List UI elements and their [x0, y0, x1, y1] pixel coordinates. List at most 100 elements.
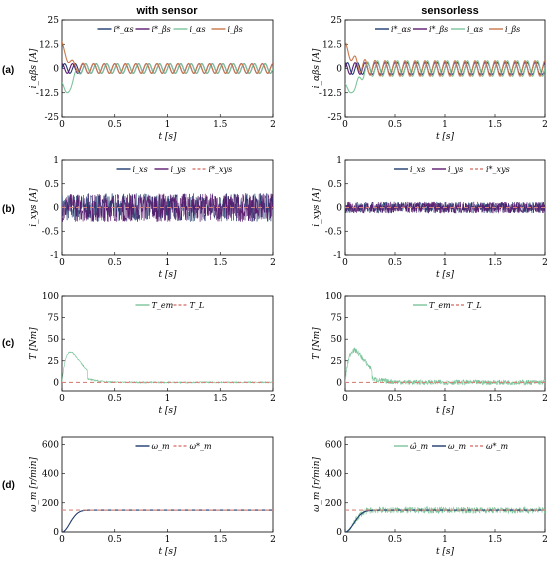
- legend-entry: i_ys: [171, 165, 186, 174]
- panel-d-with-sensor: 0 0.5 1 1.5 2 600 400 200 0 t [s] ω_m [r/min] ω_m ω*…: [29, 436, 276, 557]
- row-label-a: (a): [2, 65, 14, 76]
- y-tick-label: -0.5: [325, 227, 343, 237]
- x-tick-label: 0.5: [108, 394, 123, 404]
- x-axis-label: t [s]: [436, 270, 455, 280]
- y-axis-label: ω_m [r/min]: [312, 457, 322, 512]
- legend-entry: i*_αs: [391, 25, 411, 34]
- x-tick-label: 2: [542, 120, 548, 130]
- plot-area: [61, 295, 274, 392]
- series-group: [62, 192, 273, 222]
- x-tick-label: 2: [542, 258, 548, 268]
- x-tick-label: 2: [270, 120, 276, 130]
- panel-a-sensorless: 0 0.5 1 1.5 2 25 12.5 0 -12.5 -25 t [s] i_αβs [A] i*…: [312, 16, 548, 142]
- x-tick-label: 1.5: [213, 535, 228, 545]
- y-tick-label: -0.5: [42, 227, 60, 237]
- legend-entry: i_αs: [467, 25, 483, 34]
- x-tick-label: 2: [270, 258, 276, 268]
- y-axis-label: i_αβs [A]: [29, 48, 39, 88]
- y-tick-label: 100: [325, 292, 342, 302]
- series-group: [345, 505, 545, 532]
- panel-c-sensorless: 0 0.5 1 1.5 2 100 75 50 25 0 t [s] T [Nm] T_em T_L: [312, 292, 548, 416]
- x-tick-label: 1: [165, 120, 171, 130]
- legend-entry: i_ys: [448, 165, 463, 174]
- panels: 0 0.5 1 1.5 2 25 12.5 0 -12.5 -25 t [s] i_αβs [A] i*…: [29, 16, 548, 557]
- series-line: [345, 41, 545, 77]
- y-tick-label: 100: [42, 292, 59, 302]
- column-title-with-sensor: with sensor: [135, 5, 198, 17]
- x-axis-label: t [s]: [158, 547, 177, 557]
- y-tick-label: 12.5: [39, 40, 59, 50]
- x-tick-label: 1.5: [488, 258, 503, 268]
- column-title-sensorless: sensorless: [421, 5, 478, 17]
- y-tick-label: 50: [48, 335, 60, 345]
- y-axis-label: T [Nm]: [29, 327, 39, 360]
- legend-entry: T_em: [152, 301, 174, 310]
- series-line: [345, 201, 545, 214]
- legend-entry: ω_m: [152, 442, 171, 451]
- y-tick-label: 400: [325, 470, 342, 480]
- x-tick-label: 1: [442, 258, 448, 268]
- y-tick-label: 25: [48, 357, 60, 367]
- panel-c-with-sensor: 0 0.5 1 1.5 2 100 75 50 25 0 t [s] T [Nm] T_em T_L: [29, 292, 276, 416]
- y-tick-label: 0: [53, 528, 59, 538]
- x-axis-label: t [s]: [436, 406, 455, 416]
- plot-area: [344, 436, 546, 533]
- legend-entry: i_αs: [190, 25, 206, 34]
- x-tick-label: 1: [442, 535, 448, 545]
- x-tick-label: 1.5: [488, 394, 503, 404]
- plot-area: [61, 436, 274, 533]
- y-tick-label: 0: [336, 65, 342, 75]
- x-tick-label: 0: [59, 394, 65, 404]
- x-tick-label: 0: [342, 258, 348, 268]
- y-tick-label: 50: [331, 335, 343, 345]
- legend-entry: i*_αs: [114, 25, 134, 34]
- y-tick-label: -1: [333, 251, 342, 261]
- legend-entry: T_L: [467, 301, 482, 310]
- x-tick-label: 2: [270, 535, 276, 545]
- y-tick-label: 75: [331, 314, 343, 324]
- y-tick-label: 0: [53, 65, 59, 75]
- legend-entry: i*_βs: [152, 25, 171, 34]
- y-tick-label: 600: [325, 440, 342, 450]
- x-tick-label: 2: [270, 394, 276, 404]
- y-tick-label: 600: [42, 440, 59, 450]
- x-axis-label: t [s]: [158, 270, 177, 280]
- y-axis-label: ω_m [r/min]: [29, 457, 39, 512]
- legend-entry: ω_m: [448, 442, 467, 451]
- legend-entry: ω*_m: [190, 442, 213, 451]
- y-tick-label: 0.5: [328, 180, 343, 190]
- x-tick-label: 0.5: [108, 258, 123, 268]
- series-line: [62, 192, 273, 222]
- y-tick-label: 0: [336, 204, 342, 214]
- x-axis-label: t [s]: [436, 547, 455, 557]
- y-tick-label: -25: [328, 113, 343, 123]
- x-tick-label: 0: [342, 394, 348, 404]
- y-axis-label: T [Nm]: [312, 327, 322, 360]
- x-tick-label: 0: [59, 120, 65, 130]
- x-tick-label: 0.5: [108, 120, 123, 130]
- x-tick-label: 0.5: [108, 535, 123, 545]
- x-tick-label: 0: [59, 535, 65, 545]
- series-group: [62, 509, 273, 532]
- series-line: [345, 347, 545, 386]
- row-label-b: (b): [2, 204, 15, 215]
- x-tick-label: 1.5: [213, 394, 228, 404]
- y-axis-label: i_xys [A]: [312, 188, 322, 227]
- y-tick-label: 0: [53, 378, 59, 388]
- y-tick-label: 0: [336, 378, 342, 388]
- y-tick-label: 0: [53, 204, 59, 214]
- x-tick-label: 0.5: [388, 258, 403, 268]
- y-tick-label: -12.5: [36, 89, 59, 99]
- x-tick-label: 1: [165, 535, 171, 545]
- series-line: [62, 63, 273, 94]
- x-tick-label: 1: [165, 258, 171, 268]
- x-tick-label: 2: [542, 535, 548, 545]
- y-tick-label: 25: [48, 16, 60, 26]
- legend-entry: i*_βs: [429, 25, 448, 34]
- x-tick-label: 1.5: [213, 258, 228, 268]
- legend-entry: ω*_m: [486, 442, 509, 451]
- series-line: [345, 201, 545, 215]
- panel-b-sensorless: 0 0.5 1 1.5 2 1 0.5 0 -0.5 -1 t [s] i_xys [A] i_xs i_…: [312, 156, 548, 280]
- y-tick-label: 75: [48, 314, 60, 324]
